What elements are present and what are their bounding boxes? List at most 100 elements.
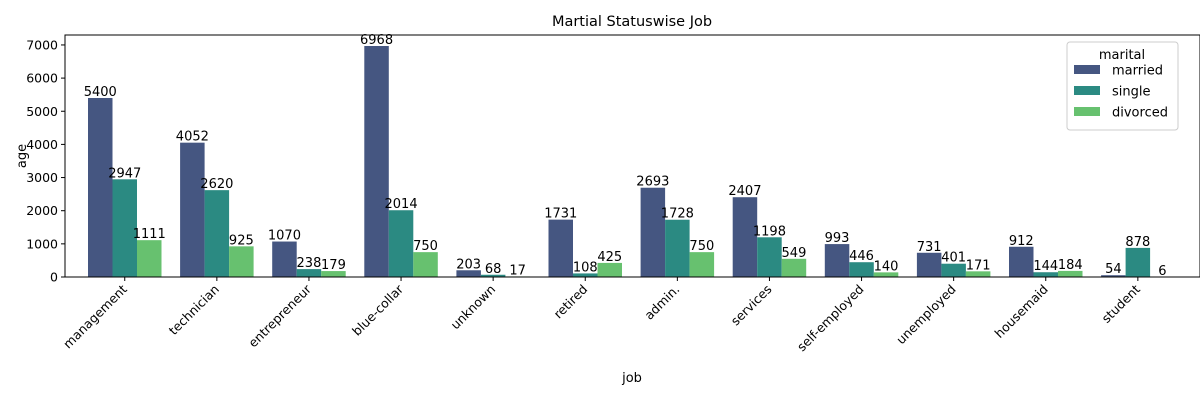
bar-value-label: 1111	[133, 227, 166, 242]
bar-value-label: 2693	[636, 175, 669, 190]
y-tick-label: 6000	[26, 71, 58, 86]
y-tick-label: 5000	[26, 104, 58, 119]
bar-value-label: 54	[1105, 262, 1122, 277]
bar-married-unemployed	[916, 252, 942, 277]
bar-value-label: 144	[1033, 259, 1058, 274]
bars-layer	[88, 46, 1175, 278]
bar-value-label: 2947	[108, 166, 141, 181]
bar-married-admin.	[640, 187, 666, 277]
bar-value-label: 184	[1058, 258, 1083, 273]
bar-value-label: 1198	[753, 224, 786, 239]
bar-single-blue-collar	[388, 210, 414, 277]
x-axis-title: job	[621, 371, 642, 386]
bar-value-label: 179	[321, 258, 346, 273]
legend-swatch-single	[1074, 86, 1100, 95]
bar-value-label: 750	[689, 239, 714, 254]
legend-items: married single divorced	[1074, 64, 1168, 121]
bar-single-unknown	[480, 274, 506, 277]
x-tick-label-admin.: admin.	[641, 282, 682, 323]
x-tick-label-services: services	[728, 282, 775, 329]
bar-divorced-self-employed	[873, 272, 899, 277]
bar-value-label: 912	[1009, 234, 1034, 249]
y-tick-label: 3000	[26, 170, 58, 185]
bar-divorced-blue-collar	[413, 252, 438, 277]
legend-label-divorced: divorced	[1112, 106, 1168, 121]
y-tick-label: 2000	[26, 203, 58, 218]
x-tick-label-management: management	[60, 281, 130, 351]
x-axis: management technician entrepreneur blue-col…	[60, 277, 1143, 354]
bar-married-retired	[548, 219, 573, 277]
bar-single-housemaid	[1033, 272, 1058, 277]
bar-married-entrepreneur	[272, 241, 297, 277]
bar-value-label: 425	[597, 250, 622, 265]
bar-married-unknown	[456, 270, 481, 277]
bar-single-management	[112, 179, 137, 277]
bar-value-label: 238	[297, 256, 322, 271]
bar-value-label: 750	[413, 239, 438, 254]
bar-married-blue-collar	[364, 46, 389, 278]
bar-married-management	[88, 97, 113, 278]
bar-married-housemaid	[1009, 246, 1034, 277]
bar-value-label: 6968	[360, 33, 393, 48]
bar-value-label: 731	[917, 240, 942, 255]
x-tick-label-unknown: unknown	[447, 282, 498, 333]
bar-divorced-admin.	[689, 252, 715, 277]
bar-divorced-unemployed	[965, 271, 991, 277]
x-tick-label-retired: retired	[550, 282, 590, 322]
bar-value-label: 2407	[728, 184, 761, 199]
bar-married-technician	[180, 142, 205, 277]
legend-swatch-married	[1074, 65, 1100, 74]
bar-value-label: 1728	[661, 207, 694, 222]
bar-value-label: 6	[1158, 264, 1166, 279]
x-tick-label-unemployed: unemployed	[893, 282, 959, 348]
bar-value-label: 446	[849, 249, 874, 264]
bar-value-label: 140	[874, 259, 899, 274]
legend-label-single: single	[1112, 85, 1151, 100]
bar-single-student	[1125, 247, 1151, 277]
bar-married-services	[732, 197, 758, 277]
bar-single-self-employed	[849, 262, 874, 277]
bar-married-self-employed	[824, 244, 850, 277]
x-tick-label-blue-collar: blue-collar	[349, 281, 407, 339]
bar-value-label: 171	[966, 258, 991, 273]
x-tick-label-entrepreneur: entrepreneur	[245, 281, 314, 350]
bar-single-admin.	[665, 219, 690, 277]
bar-single-retired	[573, 273, 598, 277]
y-tick-label: 1000	[26, 236, 58, 251]
bar-value-label: 1070	[268, 229, 301, 244]
legend-swatch-divorced	[1074, 107, 1100, 116]
chart-title: Martial Statuswise Job	[552, 14, 712, 30]
legend-label-married: married	[1112, 64, 1163, 79]
bar-value-label: 2620	[200, 177, 233, 192]
bar-value-label: 993	[825, 231, 850, 246]
bar-divorced-entrepreneur	[321, 271, 346, 277]
bar-value-label: 878	[1125, 235, 1150, 250]
legend-title: marital	[1099, 48, 1145, 63]
bar-married-student	[1101, 275, 1126, 277]
bar-value-label: 4052	[176, 130, 209, 145]
bar-divorced-housemaid	[1058, 270, 1083, 277]
bar-value-label: 17	[509, 263, 526, 278]
bar-value-label: 401	[941, 251, 966, 266]
bar-single-entrepreneur	[296, 269, 322, 277]
bar-labels-layer: 5400 4052 1070 6968 203 1731 2693 2407 993 731 912…	[84, 33, 1167, 279]
x-tick-label-student: student	[1099, 281, 1143, 325]
bar-single-technician	[204, 190, 230, 277]
y-tick-label: 4000	[26, 137, 58, 152]
y-axis: 0 1000 2000 3000 4000 5000 6000 7000	[26, 37, 65, 285]
legend: marital married single divorced	[1066, 41, 1179, 131]
bar-single-services	[757, 237, 782, 277]
bar-value-label: 2014	[385, 197, 418, 212]
x-tick-label-housemaid: housemaid	[992, 282, 1051, 341]
y-axis-title: age	[15, 144, 30, 168]
bar-value-label: 68	[485, 262, 502, 277]
y-tick-label: 0	[50, 270, 58, 285]
bar-value-label: 108	[573, 260, 598, 275]
plot-frame	[64, 34, 1200, 278]
bar-single-unemployed	[941, 263, 966, 277]
bar-divorced-services	[781, 258, 807, 277]
bar-divorced-retired	[597, 262, 622, 277]
bar-value-label: 549	[782, 246, 807, 261]
bar-value-label: 5400	[84, 85, 117, 100]
